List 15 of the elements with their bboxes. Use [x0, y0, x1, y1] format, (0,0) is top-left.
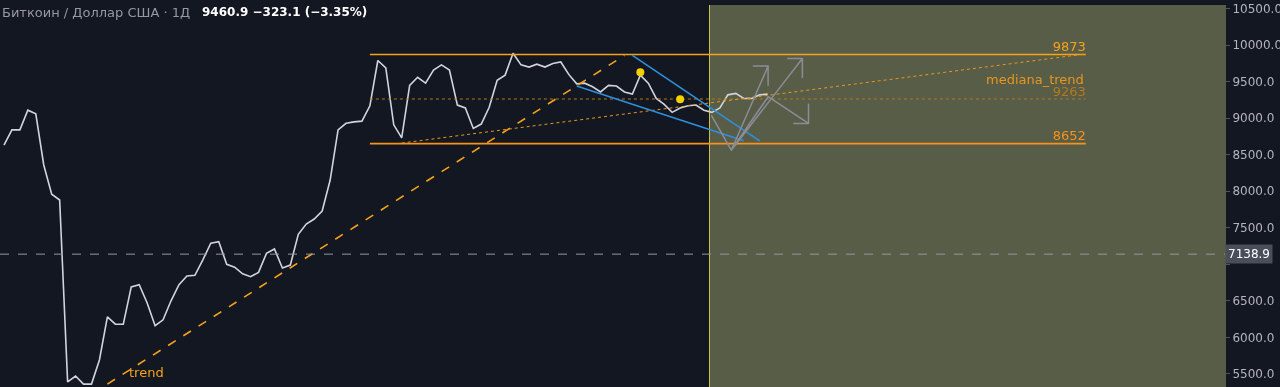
- data-label: 9873: [1052, 39, 1086, 55]
- series-label: trend: [129, 365, 164, 380]
- y-tick-label: 9000.0: [1232, 111, 1275, 126]
- y-tick-label: 8500.0: [1232, 147, 1275, 162]
- y-tick-label: 6000.0: [1232, 330, 1275, 345]
- y-tick-label: 5500.0: [1232, 367, 1275, 382]
- ref-line-label: 7138.9: [1228, 247, 1270, 261]
- line-series: [3, 52, 769, 385]
- y-tick-label: 9500.0: [1232, 74, 1275, 89]
- y-tick-label: 8000.0: [1232, 184, 1275, 199]
- chart-subtitle: 9460.9 −323.1 (−3.35%): [202, 5, 368, 19]
- y-tick-label: 6500.0: [1232, 294, 1275, 309]
- data-label: 8652: [1052, 128, 1086, 144]
- y-tick-label: 7500.0: [1232, 220, 1275, 235]
- chart-title: Биткоин / Доллар США · 1Д: [2, 5, 191, 20]
